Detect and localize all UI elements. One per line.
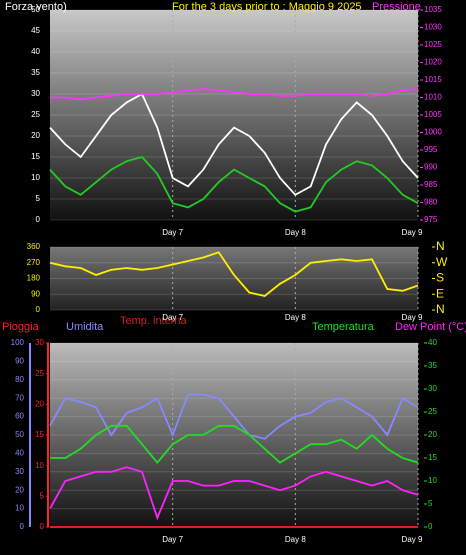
- series-line: [49, 92, 419, 196]
- x-tick-label: Day 8: [285, 535, 306, 544]
- tick-label: 50: [15, 430, 24, 439]
- plot-area: [50, 247, 418, 310]
- tick-label: 10: [35, 461, 44, 470]
- tick-label: 1025: [424, 40, 442, 49]
- tick-label: 10: [15, 504, 24, 513]
- tick-label: 1015: [424, 75, 442, 84]
- series-label: Umidita: [66, 321, 104, 333]
- tick-label: 0: [20, 522, 25, 531]
- series-label: Pressione: [372, 1, 421, 13]
- annotation: Temp. interna: [120, 315, 188, 327]
- tick-label: 360: [27, 242, 41, 251]
- tick-label: 45: [31, 26, 40, 35]
- tick-label: 15: [31, 152, 40, 161]
- x-tick-label: Day 8: [285, 313, 306, 322]
- series-line: [50, 424, 419, 465]
- tick-label: 25: [428, 407, 437, 416]
- tick-label: 20: [31, 131, 40, 140]
- tick-label: 30: [15, 467, 24, 476]
- tick-label: 985: [424, 180, 438, 189]
- series-label: Dew Point (°C): [395, 321, 466, 333]
- tick-label: 10: [31, 173, 40, 182]
- tick-label: 975: [424, 215, 438, 224]
- tick-label: S: [436, 271, 444, 285]
- x-tick-label: Day 9: [402, 535, 423, 544]
- tick-label: 40: [428, 338, 437, 347]
- tick-label: 995: [424, 145, 438, 154]
- tick-label: 5: [40, 491, 45, 500]
- tick-label: N: [436, 239, 445, 253]
- tick-label: 5: [36, 194, 41, 203]
- tick-label: 30: [31, 89, 40, 98]
- series-line: [49, 466, 419, 521]
- tick-label: 50: [31, 5, 40, 14]
- tick-label: 20: [428, 430, 437, 439]
- x-tick-label: Day 9: [402, 313, 423, 322]
- tick-label: 0: [36, 305, 41, 314]
- series-label: Forza vento): [5, 1, 67, 13]
- tick-label: 70: [15, 393, 24, 402]
- tick-label: 0: [40, 522, 45, 531]
- tick-label: 270: [27, 258, 41, 267]
- x-tick-label: Day 7: [162, 228, 183, 237]
- tick-label: 30: [428, 384, 437, 393]
- x-tick-label: Day 8: [285, 228, 306, 237]
- tick-label: 25: [31, 110, 40, 119]
- tick-label: 35: [31, 68, 40, 77]
- series-line: [49, 155, 419, 213]
- series-label: Temperatura: [312, 321, 375, 333]
- x-tick-label: Day 7: [162, 313, 183, 322]
- tick-label: 90: [15, 357, 24, 366]
- tick-label: 15: [35, 430, 44, 439]
- tick-label: 25: [35, 369, 44, 378]
- tick-label: 15: [428, 453, 437, 462]
- series-line: [50, 87, 419, 101]
- tick-label: 60: [15, 412, 24, 421]
- tick-label: 40: [31, 47, 40, 56]
- tick-label: 1010: [424, 93, 442, 102]
- tick-label: 0: [428, 522, 433, 531]
- series-label: Pioggia: [2, 321, 40, 333]
- tick-label: 40: [15, 449, 24, 458]
- x-tick-label: Day 7: [162, 535, 183, 544]
- tick-label: 1000: [424, 128, 442, 137]
- tick-label: 30: [35, 338, 44, 347]
- tick-label: 10: [428, 476, 437, 485]
- tick-label: N: [436, 302, 445, 316]
- tick-label: 1030: [424, 23, 442, 32]
- tick-label: W: [436, 255, 448, 269]
- tick-label: 90: [31, 289, 40, 298]
- tick-label: 80: [15, 375, 24, 384]
- tick-label: 20: [35, 399, 44, 408]
- chart-title: For the 3 days prior to : Maggio 9 2025: [172, 1, 362, 13]
- tick-label: E: [436, 286, 444, 300]
- tick-label: 980: [424, 198, 438, 207]
- tick-label: 0: [36, 215, 41, 224]
- series-line: [49, 251, 419, 297]
- tick-label: 1005: [424, 110, 442, 119]
- tick-label: 5: [428, 499, 433, 508]
- x-tick-label: Day 9: [402, 228, 423, 237]
- tick-label: 180: [27, 274, 41, 283]
- tick-label: 1035: [424, 5, 442, 14]
- tick-label: 990: [424, 163, 438, 172]
- tick-label: 20: [15, 485, 24, 494]
- tick-label: 100: [11, 338, 25, 347]
- tick-label: 35: [428, 361, 437, 370]
- tick-label: 1020: [424, 58, 442, 67]
- series-line: [49, 393, 419, 440]
